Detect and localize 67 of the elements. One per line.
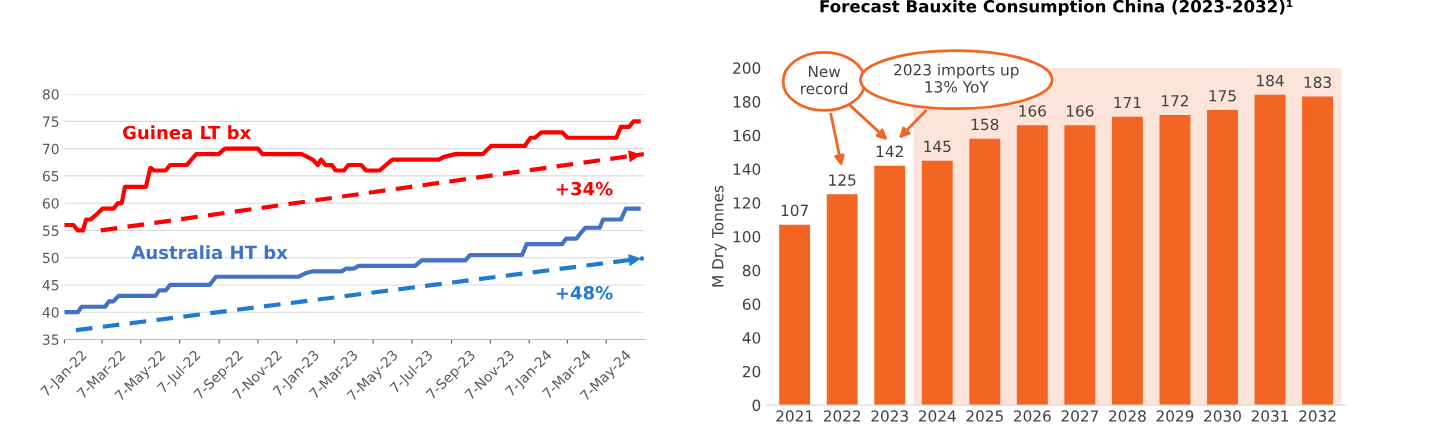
data-label: 142 (876, 145, 903, 157)
y-tick-label: 140 (733, 163, 761, 176)
annotation: 2023 imports up 13% YoY (894, 63, 1019, 93)
x-tick-label: 2023 (871, 410, 908, 422)
y-tick-label: 75 (43, 116, 59, 127)
data-label: 171 (1114, 96, 1141, 109)
bar (1016, 125, 1048, 406)
y-tick-label: 160 (733, 129, 761, 142)
y-tick-label: 45 (42, 280, 59, 291)
y-tick-label: 50 (42, 252, 59, 264)
bar (1159, 115, 1191, 406)
x-tick-label: 2024 (918, 410, 956, 422)
x-tick-label: 2029 (1156, 410, 1194, 422)
series-label: Guinea LT bx (123, 125, 251, 140)
data-label: 107 (781, 204, 808, 217)
y-tick-label: 80 (42, 89, 59, 100)
bar (874, 165, 906, 406)
y-tick-label: 20 (742, 365, 761, 378)
y-axis-title: M Dry Tonnes (712, 185, 727, 287)
bar (921, 160, 953, 406)
x-tick-label: 2021 (776, 410, 813, 422)
y-tick-label: 40 (742, 332, 761, 344)
bar (1064, 125, 1096, 406)
data-label: 166 (1019, 105, 1046, 117)
y-tick-label: 120 (733, 197, 761, 209)
y-tick-label: 200 (733, 62, 761, 74)
y-tick-label: 70 (43, 143, 59, 155)
bar (1207, 110, 1238, 406)
bar (779, 224, 811, 406)
data-label: 184 (1257, 74, 1284, 87)
bar (1111, 116, 1143, 406)
data-label: 172 (1162, 95, 1188, 107)
y-tick-label: 0 (752, 399, 761, 412)
line-series (64, 206, 641, 315)
bar (1254, 94, 1286, 406)
y-tick-label: 55 (42, 225, 59, 236)
data-label: 175 (1209, 90, 1236, 102)
bar (1302, 96, 1334, 406)
y-tick-label: 65 (42, 170, 59, 182)
y-tick-label: 180 (733, 96, 761, 108)
bar (826, 194, 858, 406)
x-tick-label: 2026 (1014, 410, 1051, 422)
y-tick-label: 100 (733, 230, 761, 243)
annotation: New record (801, 65, 848, 95)
x-tick-label: 2031 (1251, 410, 1289, 422)
y-tick-label: 60 (42, 198, 59, 209)
series-label: Australia HT bx (131, 245, 288, 260)
line-series (64, 119, 641, 233)
y-tick-label: 35 (42, 334, 59, 345)
y-tick-label: 40 (42, 307, 59, 318)
x-tick-label: 2028 (1109, 410, 1146, 422)
data-label: 158 (971, 118, 999, 131)
data-label: 125 (829, 174, 856, 186)
x-tick-label: 2032 (1299, 410, 1336, 422)
data-label: 183 (1304, 76, 1331, 89)
data-label: 145 (924, 140, 951, 153)
bar (969, 138, 1001, 406)
annotation: +34% (556, 181, 613, 196)
y-tick-label: 60 (742, 298, 761, 310)
x-tick-label: 2030 (1204, 410, 1241, 422)
chart-title: Forecast Bauxite Consumption China (2023-2032)¹ (820, 0, 1293, 16)
x-tick-label: 2022 (823, 410, 861, 422)
x-tick-label: 2027 (1061, 410, 1098, 422)
data-label: 166 (1066, 105, 1094, 117)
x-tick-label: 2025 (966, 410, 1003, 422)
y-tick-label: 80 (742, 264, 761, 277)
annotation: +48% (556, 285, 613, 300)
